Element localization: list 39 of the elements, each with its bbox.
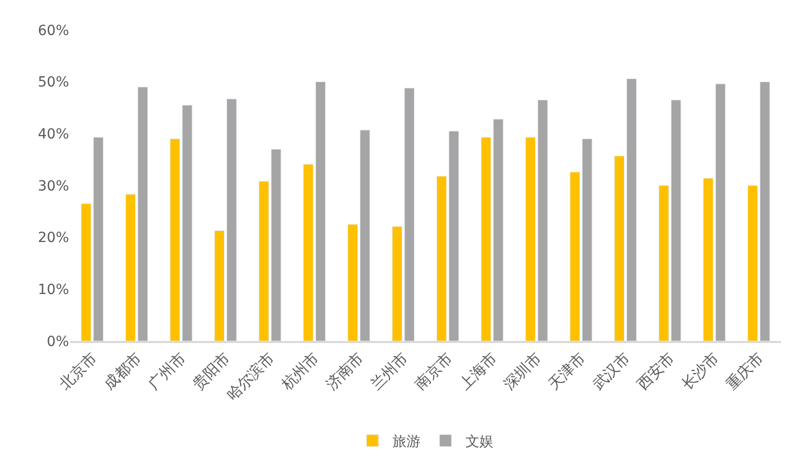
bar	[670, 100, 682, 341]
x-tick-label: 天津市	[544, 348, 590, 394]
bar	[582, 138, 592, 341]
x-tick-label: 西安市	[633, 348, 678, 394]
x-tick-label: 成都市	[100, 348, 145, 394]
bar	[658, 185, 669, 341]
bar	[182, 104, 192, 341]
bar	[570, 172, 580, 341]
y-tick-label: 10%	[38, 282, 69, 298]
x-tick-label: 杭州市	[277, 348, 323, 394]
y-tick-label: 50%	[38, 74, 69, 91]
y-tick-label: 60%	[38, 22, 69, 39]
legend-label: 文娱	[466, 434, 494, 450]
y-tick-label: 40%	[38, 126, 69, 143]
y-tick-label: 0%	[46, 334, 69, 350]
x-tick-label: 深圳市	[500, 348, 545, 394]
x-tick-label: 兰州市	[366, 348, 412, 394]
x-tick-label: 广州市	[144, 348, 190, 394]
y-tick-label: 20%	[38, 230, 69, 246]
x-tick-label: 上海市	[456, 348, 500, 394]
x-tick-label: 武汉市	[589, 348, 634, 394]
y-tick-label: 30%	[38, 178, 69, 194]
bar	[258, 181, 269, 341]
x-tick-label: 南京市	[411, 348, 456, 394]
bar	[214, 230, 225, 341]
x-tick-label: 北京市	[56, 348, 100, 394]
bar	[538, 100, 548, 341]
bar	[626, 78, 637, 341]
bar	[270, 148, 282, 341]
x-tick-label: 济南市	[322, 348, 367, 394]
bar	[315, 82, 326, 341]
bar	[303, 164, 314, 341]
x-tick-label: 长沙市	[678, 348, 722, 394]
bar	[525, 137, 536, 341]
x-tick-label: 重庆市	[722, 348, 767, 394]
bar	[226, 98, 237, 341]
bar	[170, 138, 180, 341]
bar	[614, 156, 624, 341]
legend-label: 旅游	[392, 434, 420, 450]
